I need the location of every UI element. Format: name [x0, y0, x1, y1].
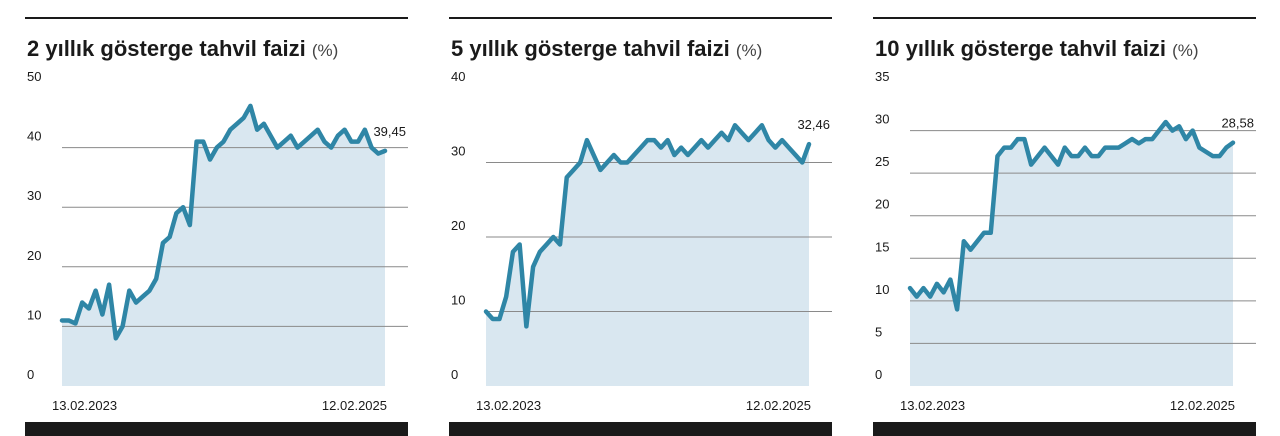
- y-tick-label: 0: [451, 367, 458, 382]
- y-tick-label: 40: [451, 69, 465, 84]
- y-tick-label: 10: [451, 293, 465, 308]
- chart-title: 10 yıllık gösterge tahvil faizi (%): [875, 36, 1199, 61]
- y-tick-label: 15: [875, 239, 889, 254]
- unit: (%): [312, 41, 338, 60]
- y-tick-label: 30: [451, 144, 465, 159]
- y-tick-label: 20: [875, 197, 889, 212]
- area: [62, 105, 385, 386]
- y-tick-label: 5: [875, 324, 882, 339]
- area: [910, 122, 1233, 387]
- y-tick-label: 10: [875, 282, 889, 297]
- chart-title: 5 yıllık gösterge tahvil faizi (%): [451, 36, 762, 61]
- y-tick-label: 20: [27, 248, 41, 263]
- x-tick-label: 12.02.2025: [1170, 398, 1235, 413]
- y-tick-label: 50: [27, 69, 41, 84]
- x-tick-label: 13.02.2023: [52, 398, 117, 413]
- title-text: 5 yıllık gösterge tahvil faizi: [451, 36, 730, 61]
- bottom-bar: [873, 422, 1256, 436]
- x-tick-label: 13.02.2023: [476, 398, 541, 413]
- top-rule: [25, 17, 408, 19]
- y-tick-label: 10: [27, 307, 41, 322]
- unit: (%): [1172, 41, 1198, 60]
- value-label: 39,45: [373, 124, 406, 139]
- top-rule: [873, 17, 1256, 19]
- x-tick-label: 12.02.2025: [746, 398, 811, 413]
- title-text: 10 yıllık gösterge tahvil faizi: [875, 36, 1166, 61]
- y-tick-label: 35: [875, 69, 889, 84]
- y-tick-label: 30: [875, 112, 889, 127]
- chart-title: 2 yıllık gösterge tahvil faizi (%): [27, 36, 338, 61]
- value-label: 28,58: [1221, 116, 1254, 131]
- y-tick-label: 0: [875, 367, 882, 382]
- y-tick-label: 30: [27, 188, 41, 203]
- line: [483, 123, 812, 329]
- top-rule: [449, 17, 832, 19]
- bottom-bar: [25, 422, 408, 436]
- line: [59, 103, 388, 341]
- line: [907, 119, 1236, 312]
- y-tick-label: 25: [875, 154, 889, 169]
- y-tick-label: 20: [451, 218, 465, 233]
- y-tick-label: 0: [27, 367, 34, 382]
- area: [486, 125, 809, 386]
- title-text: 2 yıllık gösterge tahvil faizi: [27, 36, 306, 61]
- value-label: 32,46: [797, 117, 830, 132]
- unit: (%): [736, 41, 762, 60]
- x-tick-label: 12.02.2025: [322, 398, 387, 413]
- y-tick-label: 40: [27, 129, 41, 144]
- bottom-bar: [449, 422, 832, 436]
- x-tick-label: 13.02.2023: [900, 398, 965, 413]
